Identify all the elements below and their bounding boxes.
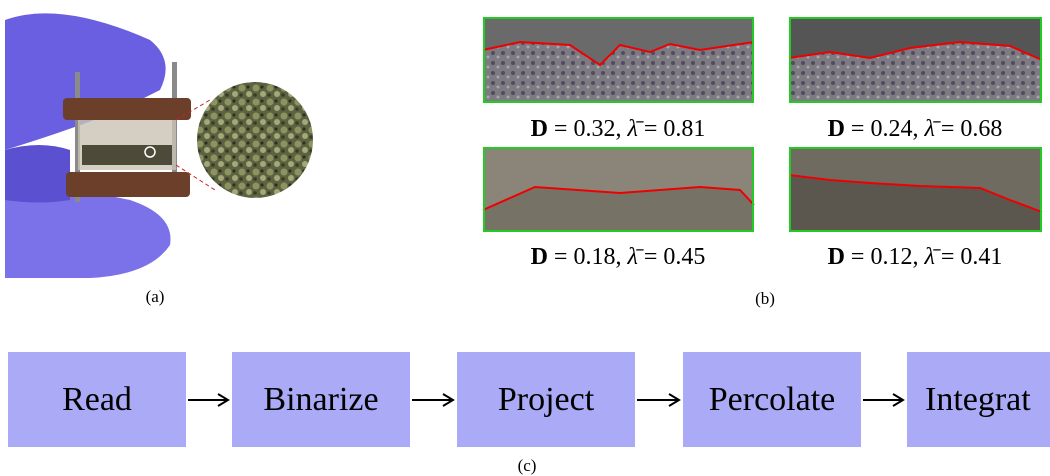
image-label: D = 0.18, λ̄ = 0.45 bbox=[531, 244, 706, 270]
step-label: Read bbox=[62, 381, 132, 418]
lambda-value: = 0.45 bbox=[644, 244, 706, 270]
step-label: Project bbox=[498, 381, 595, 418]
lambda-symbol: λ̄ bbox=[626, 116, 643, 142]
step-box bbox=[683, 352, 861, 447]
d-symbol: D bbox=[828, 244, 845, 270]
lambda-value: = 0.41 bbox=[941, 244, 1003, 270]
image-label: D = 0.24, λ̄ = 0.68 bbox=[828, 116, 1003, 142]
lambda-value: = 0.81 bbox=[644, 116, 706, 142]
d-value: = 0.18, bbox=[554, 244, 622, 270]
arrow-head bbox=[217, 393, 230, 407]
caption-a: (a) bbox=[146, 287, 165, 306]
step-label: Binarize bbox=[263, 381, 378, 418]
step-box bbox=[232, 352, 410, 447]
d-value: = 0.32, bbox=[554, 116, 622, 142]
d-symbol: D bbox=[531, 116, 548, 142]
photo bbox=[5, 5, 313, 278]
sample-images bbox=[482, 17, 1043, 232]
arrow-head bbox=[668, 393, 681, 407]
step-label: Percolate bbox=[709, 381, 836, 418]
image-label: D = 0.32, λ̄ = 0.81 bbox=[531, 116, 706, 142]
caption-b: (b) bbox=[755, 289, 775, 308]
arrow-head bbox=[892, 393, 905, 407]
step-box bbox=[8, 352, 186, 447]
step-label: Integrat bbox=[925, 381, 1031, 418]
arrow-head bbox=[442, 393, 455, 407]
image-label: D = 0.12, λ̄ = 0.41 bbox=[828, 244, 1003, 270]
d-value: = 0.12, bbox=[851, 244, 919, 270]
lambda-symbol: λ̄ bbox=[923, 116, 940, 142]
step-box bbox=[907, 352, 1050, 447]
d-value: = 0.24, bbox=[851, 116, 919, 142]
d-symbol: D bbox=[531, 244, 548, 270]
d-symbol: D bbox=[828, 116, 845, 142]
caption-c: (c) bbox=[518, 456, 537, 475]
lambda-value: = 0.68 bbox=[941, 116, 1003, 142]
lambda-symbol: λ̄ bbox=[923, 244, 940, 270]
lambda-symbol: λ̄ bbox=[626, 244, 643, 270]
step-box bbox=[457, 352, 635, 447]
